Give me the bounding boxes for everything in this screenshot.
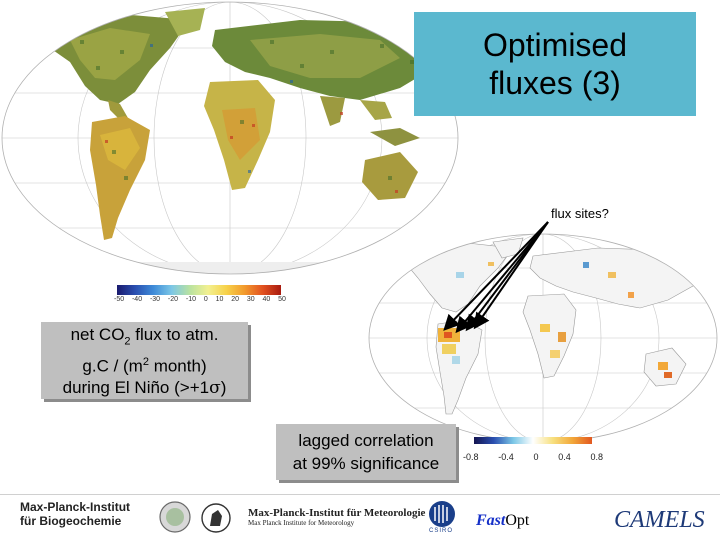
colorbar-bottom-tick: -0.8 xyxy=(463,452,479,462)
minerva-icon xyxy=(201,503,231,533)
colorbar-top-tick: 20 xyxy=(231,296,240,303)
flux-units-box: net CO2 flux to atm. g.C / (m2 month) du… xyxy=(41,322,248,399)
mpi-emblem-icon xyxy=(159,501,191,533)
correlation-box: lagged correlation at 99% significance xyxy=(276,424,456,480)
mpi-bgc-line-2: für Biogeochemie xyxy=(20,514,122,528)
box1-text: month) xyxy=(148,357,207,377)
colorbar-top-tick: 0 xyxy=(203,296,208,303)
colorbar-top-tick: -20 xyxy=(167,296,179,303)
box2-line-2: at 99% significance xyxy=(292,454,440,473)
colorbar-bottom-tick: -0.4 xyxy=(498,452,514,462)
colorbar-bottom-tick: 0.4 xyxy=(558,452,571,462)
box1-text: during El Niño (>+1 xyxy=(62,378,210,398)
colorbar-top-tick: 50 xyxy=(278,296,286,303)
colorbar-top-tick: 40 xyxy=(262,296,271,303)
mpi-met-line-2: Max Planck Institute for Meteorology xyxy=(248,519,355,527)
slide-title: Optimised fluxes (3) xyxy=(414,12,696,116)
colorbar-top-tick: -30 xyxy=(149,296,161,303)
colorbar-top-tick: -10 xyxy=(185,296,196,303)
colorbar-top-tick: -40 xyxy=(131,296,143,303)
mpi-met-line-1: Max-Planck-Institut für Meteorologie xyxy=(248,507,426,519)
title-line-1: Optimised xyxy=(482,27,628,63)
box1-text: ) xyxy=(220,378,227,398)
colorbar-top-ticks: -50 -40 -30 -20 -10 0 10 20 30 40 50 xyxy=(114,296,286,303)
box1-text: flux to atm. xyxy=(130,325,219,344)
mpi-meteorology-logo: Max-Planck-Institut für Meteorologie Max… xyxy=(248,507,425,527)
box1-text: g.C / (m xyxy=(82,357,143,377)
csiro-logo-icon xyxy=(429,501,455,527)
colorbar-bottom-ticks: -0.8 -0.4 0 0.4 0.8 xyxy=(463,452,603,462)
box1-sub: 2 xyxy=(124,335,131,348)
mpi-biogeochemie-logo: Max-Planck-Institut für Biogeochemie xyxy=(20,500,130,528)
colorbar-top-tick: 30 xyxy=(246,296,255,303)
title-line-2: fluxes (3) xyxy=(489,65,621,101)
box1-text: net CO xyxy=(70,325,125,344)
fastopt-fast: Fast xyxy=(476,512,506,529)
colorbar-top-tick: -50 xyxy=(114,296,125,303)
fastopt-logo: FastOpt xyxy=(476,512,529,530)
box1-line-3: during El Niño (>+1σ) xyxy=(41,377,248,399)
colorbar-bottom-tick: 0.8 xyxy=(590,452,603,462)
flux-sites-label: flux sites? xyxy=(551,206,609,221)
box1-line-1: net CO2 flux to atm. xyxy=(41,324,248,352)
camels-logo: CAMELS xyxy=(614,507,705,533)
colorbar-bottom xyxy=(474,437,592,444)
world-map-correlation xyxy=(368,233,718,443)
colorbar-top-tick: 10 xyxy=(215,296,224,303)
box2-line-1: lagged correlation xyxy=(298,431,434,450)
csiro-label: CSIRO xyxy=(429,528,454,534)
box1-sup: 2 xyxy=(142,356,149,369)
world-map-flux-top xyxy=(1,1,459,275)
box1-line-2: g.C / (m2 month) xyxy=(41,352,248,377)
mpi-bgc-line-1: Max-Planck-Institut xyxy=(20,500,131,514)
sigma-symbol: σ xyxy=(209,378,221,399)
footer-divider xyxy=(0,494,720,495)
colorbar-bottom-tick: 0 xyxy=(533,452,539,462)
colorbar-top xyxy=(117,285,281,295)
fastopt-opt: Opt xyxy=(505,512,530,529)
